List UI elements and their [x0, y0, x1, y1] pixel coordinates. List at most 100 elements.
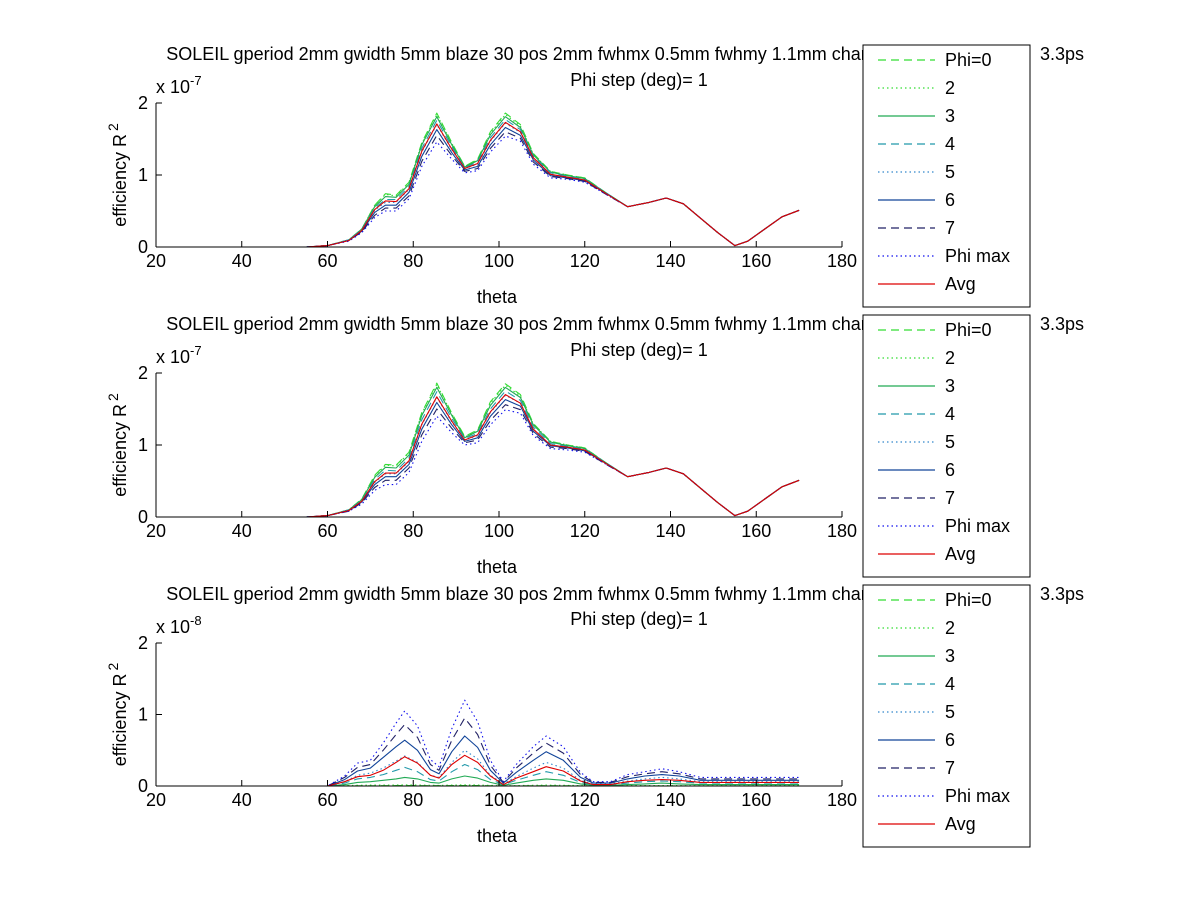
axis-multiplier-exponent: -7: [190, 73, 202, 88]
y-axis-label-text: efficiency R: [110, 404, 130, 497]
y-tick-label: 2: [138, 93, 148, 113]
x-tick-label: 60: [317, 790, 337, 810]
legend-entry-label: Phi max: [945, 516, 1010, 536]
y-axis-label: efficiency R 2: [105, 393, 130, 497]
chart-subtitle: Phi step (deg)= 1: [570, 340, 708, 360]
series-line-phi-0: [198, 112, 800, 248]
legend-entry-label: 4: [945, 134, 955, 154]
axis-multiplier-base: x 10: [156, 77, 190, 97]
x-axis-label: theta: [477, 826, 518, 846]
legend-entry-label: Phi=0: [945, 590, 992, 610]
x-tick-label: 100: [484, 790, 514, 810]
legend-entry-label: 5: [945, 702, 955, 722]
chart-subtitle: Phi step (deg)= 1: [570, 609, 708, 629]
legend-fill: [864, 586, 1029, 846]
x-tick-label: 180: [827, 790, 857, 810]
y-tick-label: 1: [138, 705, 148, 725]
axis-multiplier: x 10-8: [156, 613, 202, 637]
chart-title-tail: 3.3ps: [1040, 44, 1084, 64]
x-tick-label: 20: [146, 521, 166, 541]
x-tick-label: 100: [484, 521, 514, 541]
legend-entry-label: 3: [945, 646, 955, 666]
y-tick-label: 1: [138, 165, 148, 185]
chart-title: SOLEIL gperiod 2mm gwidth 5mm blaze 30 p…: [166, 44, 912, 64]
y-tick-label: 2: [138, 633, 148, 653]
series-line-5: [198, 749, 800, 787]
axis-multiplier-base: x 10: [156, 617, 190, 637]
x-tick-label: 80: [403, 251, 423, 271]
axis-multiplier-exponent: -8: [190, 613, 202, 628]
legend-entry-label: 3: [945, 376, 955, 396]
x-tick-label: 180: [827, 521, 857, 541]
legend-fill: [864, 316, 1029, 576]
x-tick-label: 160: [741, 251, 771, 271]
axis-multiplier: x 10-7: [156, 343, 202, 367]
chart-subtitle: Phi step (deg)= 1: [570, 70, 708, 90]
y-axis-label: efficiency R 2: [105, 663, 130, 767]
legend-entry-label: 7: [945, 488, 955, 508]
series-group: [198, 382, 800, 518]
y-tick-label: 0: [138, 237, 148, 257]
series-line-avg: [198, 754, 800, 787]
y-axis-label-text: efficiency R: [110, 674, 130, 767]
chart-panel-3: SOLEIL gperiod 2mm gwidth 5mm blaze 30 p…: [105, 584, 1084, 848]
series-line-avg: [198, 394, 800, 518]
x-tick-label: 20: [146, 251, 166, 271]
series-line-phi-max: [198, 699, 800, 787]
x-tick-label: 120: [570, 790, 600, 810]
y-axis-label-text: efficiency R: [110, 134, 130, 227]
x-tick-label: 60: [317, 251, 337, 271]
legend-entry-label: Avg: [945, 814, 976, 834]
chart-title-tail: 3.3ps: [1040, 314, 1084, 334]
series-line-2: [198, 383, 800, 518]
legend-entry-label: Avg: [945, 274, 976, 294]
legend-entry-label: 7: [945, 758, 955, 778]
legend-entry-label: 6: [945, 460, 955, 480]
x-tick-label: 180: [827, 251, 857, 271]
x-tick-label: 60: [317, 521, 337, 541]
x-tick-label: 140: [655, 790, 685, 810]
series-line-phi-max: [198, 135, 800, 248]
y-tick-label: 0: [138, 507, 148, 527]
y-tick-label: 2: [138, 363, 148, 383]
chart-panel-2: SOLEIL gperiod 2mm gwidth 5mm blaze 30 p…: [105, 314, 1084, 578]
x-tick-label: 120: [570, 521, 600, 541]
x-tick-label: 40: [232, 251, 252, 271]
x-tick-label: 140: [655, 251, 685, 271]
legend-entry-label: Phi max: [945, 246, 1010, 266]
x-tick-label: 80: [403, 521, 423, 541]
y-axis-label-superscript: 2: [105, 393, 121, 401]
x-tick-label: 160: [741, 790, 771, 810]
legend-entry-label: 2: [945, 348, 955, 368]
legend-entry-label: 5: [945, 162, 955, 182]
y-tick-label: 1: [138, 435, 148, 455]
series-line-4: [198, 763, 800, 787]
series-group: [198, 112, 800, 248]
chart-title: SOLEIL gperiod 2mm gwidth 5mm blaze 30 p…: [166, 584, 912, 604]
x-tick-label: 40: [232, 521, 252, 541]
x-tick-label: 100: [484, 251, 514, 271]
x-tick-label: 140: [655, 521, 685, 541]
legend-entry-label: Phi=0: [945, 320, 992, 340]
axis-multiplier-exponent: -7: [190, 343, 202, 358]
x-tick-label: 40: [232, 790, 252, 810]
series-line-3: [198, 775, 800, 787]
legend-entry-label: 5: [945, 432, 955, 452]
x-axis-label: theta: [477, 557, 518, 577]
legend-entry-label: Phi=0: [945, 50, 992, 70]
legend-entry-label: 6: [945, 730, 955, 750]
axis-multiplier: x 10-7: [156, 73, 202, 97]
chart-title-tail: 3.3ps: [1040, 584, 1084, 604]
y-axis-label: efficiency R 2: [105, 123, 130, 227]
legend-entry-label: 2: [945, 78, 955, 98]
series-line-7: [198, 717, 800, 787]
series-line-phi-0: [198, 382, 800, 518]
axis-multiplier-base: x 10: [156, 347, 190, 367]
legend-entry-label: 4: [945, 404, 955, 424]
y-axis-label-superscript: 2: [105, 123, 121, 131]
x-axis-label: theta: [477, 287, 518, 307]
x-tick-label: 20: [146, 790, 166, 810]
legend-entry-label: Phi max: [945, 786, 1010, 806]
series-line-6: [198, 735, 800, 787]
legend-entry-label: 7: [945, 218, 955, 238]
